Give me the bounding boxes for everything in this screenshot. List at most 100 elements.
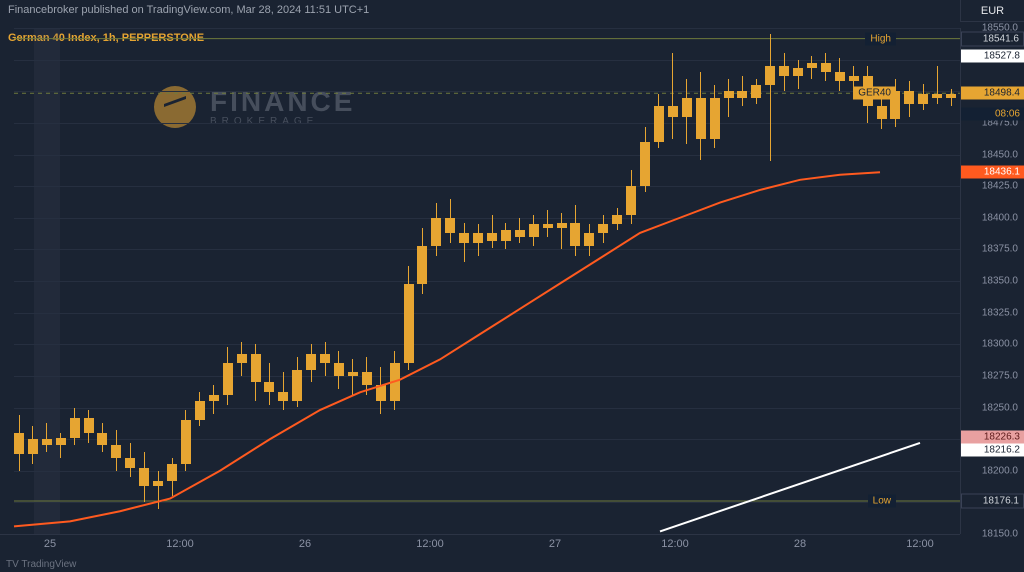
candle[interactable] [278, 28, 288, 534]
x-tick: 28 [794, 538, 806, 550]
candle[interactable] [877, 28, 887, 534]
price-tag: 18216.2 [961, 444, 1024, 457]
candle[interactable] [668, 28, 678, 534]
x-tick: 27 [549, 538, 561, 550]
candle[interactable] [404, 28, 414, 534]
y-tick: 18375.0 [982, 244, 1018, 255]
price-tag: 08:06 [961, 108, 1024, 121]
candle[interactable] [306, 28, 316, 534]
candle[interactable] [682, 28, 692, 534]
candle[interactable] [807, 28, 817, 534]
candle[interactable] [292, 28, 302, 534]
candle[interactable] [543, 28, 553, 534]
y-axis[interactable]: 18150.018175.018200.018225.018250.018275… [960, 28, 1024, 534]
candle[interactable] [237, 28, 247, 534]
candle[interactable] [153, 28, 163, 534]
candle[interactable] [431, 28, 441, 534]
price-tag: 18226.3 [961, 431, 1024, 444]
candle[interactable] [640, 28, 650, 534]
candle[interactable] [626, 28, 636, 534]
candle[interactable] [473, 28, 483, 534]
candle[interactable] [376, 28, 386, 534]
price-chart[interactable]: High GER40 Low [0, 28, 960, 534]
candle[interactable] [445, 28, 455, 534]
price-tag: 18541.6 [961, 31, 1024, 46]
candle[interactable] [209, 28, 219, 534]
x-tick: 26 [299, 538, 311, 550]
candle[interactable] [765, 28, 775, 534]
candle[interactable] [264, 28, 274, 534]
candle[interactable] [167, 28, 177, 534]
side-label-high: High [865, 32, 896, 45]
candle[interactable] [793, 28, 803, 534]
candle[interactable] [737, 28, 747, 534]
x-tick: 12:00 [416, 538, 444, 550]
candle[interactable] [598, 28, 608, 534]
candle[interactable] [835, 28, 845, 534]
candle[interactable] [195, 28, 205, 534]
candle[interactable] [111, 28, 121, 534]
candle[interactable] [724, 28, 734, 534]
candle[interactable] [320, 28, 330, 534]
candle[interactable] [779, 28, 789, 534]
side-label-ger40: GER40 [853, 87, 896, 100]
y-tick: 18325.0 [982, 307, 1018, 318]
candle[interactable] [223, 28, 233, 534]
candle[interactable] [557, 28, 567, 534]
candle[interactable] [70, 28, 80, 534]
currency-label: EUR [960, 0, 1024, 22]
candle[interactable] [139, 28, 149, 534]
y-tick: 18425.0 [982, 181, 1018, 192]
candle[interactable] [515, 28, 525, 534]
candle[interactable] [28, 28, 38, 534]
candle[interactable] [390, 28, 400, 534]
candle[interactable] [251, 28, 261, 534]
price-tag: 18176.1 [961, 493, 1024, 508]
candle[interactable] [362, 28, 372, 534]
candle[interactable] [14, 28, 24, 534]
candle[interactable] [487, 28, 497, 534]
price-tag: 18436.1 [961, 166, 1024, 179]
candle[interactable] [696, 28, 706, 534]
candle[interactable] [849, 28, 859, 534]
x-tick: 12:00 [166, 538, 194, 550]
candle[interactable] [501, 28, 511, 534]
candle[interactable] [904, 28, 914, 534]
candle[interactable] [125, 28, 135, 534]
candle[interactable] [584, 28, 594, 534]
y-tick: 18300.0 [982, 339, 1018, 350]
x-tick: 25 [44, 538, 56, 550]
candle[interactable] [529, 28, 539, 534]
candle[interactable] [890, 28, 900, 534]
candle[interactable] [710, 28, 720, 534]
side-label-low: Low [868, 494, 896, 507]
y-tick: 18150.0 [982, 529, 1018, 540]
candle[interactable] [84, 28, 94, 534]
candle[interactable] [97, 28, 107, 534]
y-tick: 18250.0 [982, 402, 1018, 413]
candle[interactable] [932, 28, 942, 534]
tv-footer: TV TradingView [6, 559, 76, 570]
candle[interactable] [612, 28, 622, 534]
y-tick: 18400.0 [982, 212, 1018, 223]
price-tag: 18498.4 [961, 87, 1024, 100]
candle[interactable] [56, 28, 66, 534]
x-tick: 12:00 [906, 538, 934, 550]
candle[interactable] [654, 28, 664, 534]
candle[interactable] [570, 28, 580, 534]
candle[interactable] [417, 28, 427, 534]
candle[interactable] [181, 28, 191, 534]
candle[interactable] [334, 28, 344, 534]
candle[interactable] [42, 28, 52, 534]
y-tick: 18350.0 [982, 276, 1018, 287]
candle[interactable] [821, 28, 831, 534]
candle[interactable] [348, 28, 358, 534]
candle[interactable] [918, 28, 928, 534]
x-axis[interactable]: 25 12:00 26 12:00 27 12:00 28 12:00 [0, 534, 960, 554]
candle[interactable] [946, 28, 956, 534]
candle[interactable] [459, 28, 469, 534]
y-tick: 18450.0 [982, 149, 1018, 160]
candle[interactable] [751, 28, 761, 534]
x-tick: 12:00 [661, 538, 689, 550]
candle[interactable] [863, 28, 873, 534]
